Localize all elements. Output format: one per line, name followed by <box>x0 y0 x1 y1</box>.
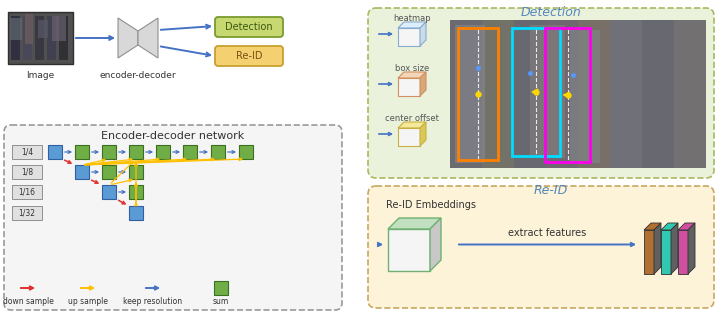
Text: Re-ID: Re-ID <box>534 184 568 197</box>
Polygon shape <box>398 72 426 78</box>
Bar <box>25 14 33 44</box>
Text: 1/4: 1/4 <box>21 147 33 157</box>
Polygon shape <box>430 218 441 271</box>
Bar <box>8 12 73 64</box>
Text: 1/16: 1/16 <box>19 187 35 197</box>
Bar <box>214 281 228 295</box>
Bar <box>10 18 22 40</box>
Bar <box>102 145 116 159</box>
Polygon shape <box>688 223 695 274</box>
Polygon shape <box>398 78 420 96</box>
Bar <box>530 25 565 158</box>
Bar <box>38 20 48 38</box>
Bar <box>23 16 32 60</box>
Text: Re-ID Embeddings: Re-ID Embeddings <box>386 200 476 210</box>
Polygon shape <box>420 72 426 96</box>
Bar <box>102 185 116 199</box>
Polygon shape <box>644 223 661 230</box>
FancyBboxPatch shape <box>215 17 283 37</box>
FancyBboxPatch shape <box>368 8 714 178</box>
Bar <box>48 145 62 159</box>
Polygon shape <box>118 18 138 58</box>
Bar <box>610 20 642 168</box>
Bar <box>183 145 197 159</box>
Bar <box>458 28 498 160</box>
Polygon shape <box>398 22 426 28</box>
Bar <box>75 165 89 179</box>
Bar <box>211 145 225 159</box>
Bar <box>514 20 546 168</box>
Polygon shape <box>420 122 426 146</box>
Polygon shape <box>388 229 430 271</box>
Bar <box>12 145 42 159</box>
Bar <box>52 16 66 41</box>
Text: Detection: Detection <box>521 6 581 19</box>
Polygon shape <box>661 223 678 230</box>
Text: Encoder-decoder network: Encoder-decoder network <box>102 131 245 141</box>
Bar <box>450 20 706 168</box>
Bar <box>102 165 116 179</box>
Text: 1/8: 1/8 <box>21 168 33 176</box>
Bar <box>545 28 590 162</box>
Bar <box>156 145 170 159</box>
Bar <box>570 30 600 163</box>
Text: keep resolution: keep resolution <box>123 297 183 306</box>
Text: box size: box size <box>395 64 429 73</box>
Text: Detection: Detection <box>225 22 273 32</box>
Polygon shape <box>388 218 441 229</box>
Polygon shape <box>138 18 158 58</box>
FancyBboxPatch shape <box>215 46 283 66</box>
FancyBboxPatch shape <box>4 125 342 310</box>
Bar <box>482 20 514 168</box>
Text: sum: sum <box>213 297 229 306</box>
FancyBboxPatch shape <box>368 186 714 308</box>
Bar <box>47 16 56 60</box>
Bar <box>59 16 68 60</box>
Bar <box>546 20 578 168</box>
Text: Image: Image <box>27 71 55 80</box>
Bar <box>129 185 143 199</box>
Text: center offset: center offset <box>385 114 439 123</box>
Bar <box>12 206 42 220</box>
Text: extract features: extract features <box>508 228 587 238</box>
Bar <box>12 185 42 199</box>
Bar <box>239 145 253 159</box>
Text: encoder-decoder: encoder-decoder <box>99 71 176 80</box>
Polygon shape <box>420 22 426 46</box>
Bar <box>512 28 560 156</box>
Polygon shape <box>661 230 671 274</box>
Bar <box>674 20 706 168</box>
Polygon shape <box>671 223 678 274</box>
Bar <box>75 145 89 159</box>
Text: heatmap: heatmap <box>393 14 431 23</box>
Bar <box>450 20 482 168</box>
Polygon shape <box>398 128 420 146</box>
Polygon shape <box>644 230 654 274</box>
Polygon shape <box>678 223 695 230</box>
Bar <box>129 206 143 220</box>
Bar <box>642 20 674 168</box>
Bar <box>12 165 42 179</box>
Bar <box>129 165 143 179</box>
Bar <box>578 20 610 168</box>
Bar <box>129 145 143 159</box>
Text: down sample: down sample <box>3 297 53 306</box>
Polygon shape <box>398 122 426 128</box>
Polygon shape <box>398 28 420 46</box>
Polygon shape <box>678 230 688 274</box>
Text: 1/32: 1/32 <box>19 209 35 217</box>
Bar <box>35 16 44 60</box>
Text: up sample: up sample <box>68 297 108 306</box>
Bar <box>455 25 485 163</box>
Polygon shape <box>654 223 661 274</box>
Text: Re-ID: Re-ID <box>235 51 262 61</box>
Bar <box>11 16 20 60</box>
